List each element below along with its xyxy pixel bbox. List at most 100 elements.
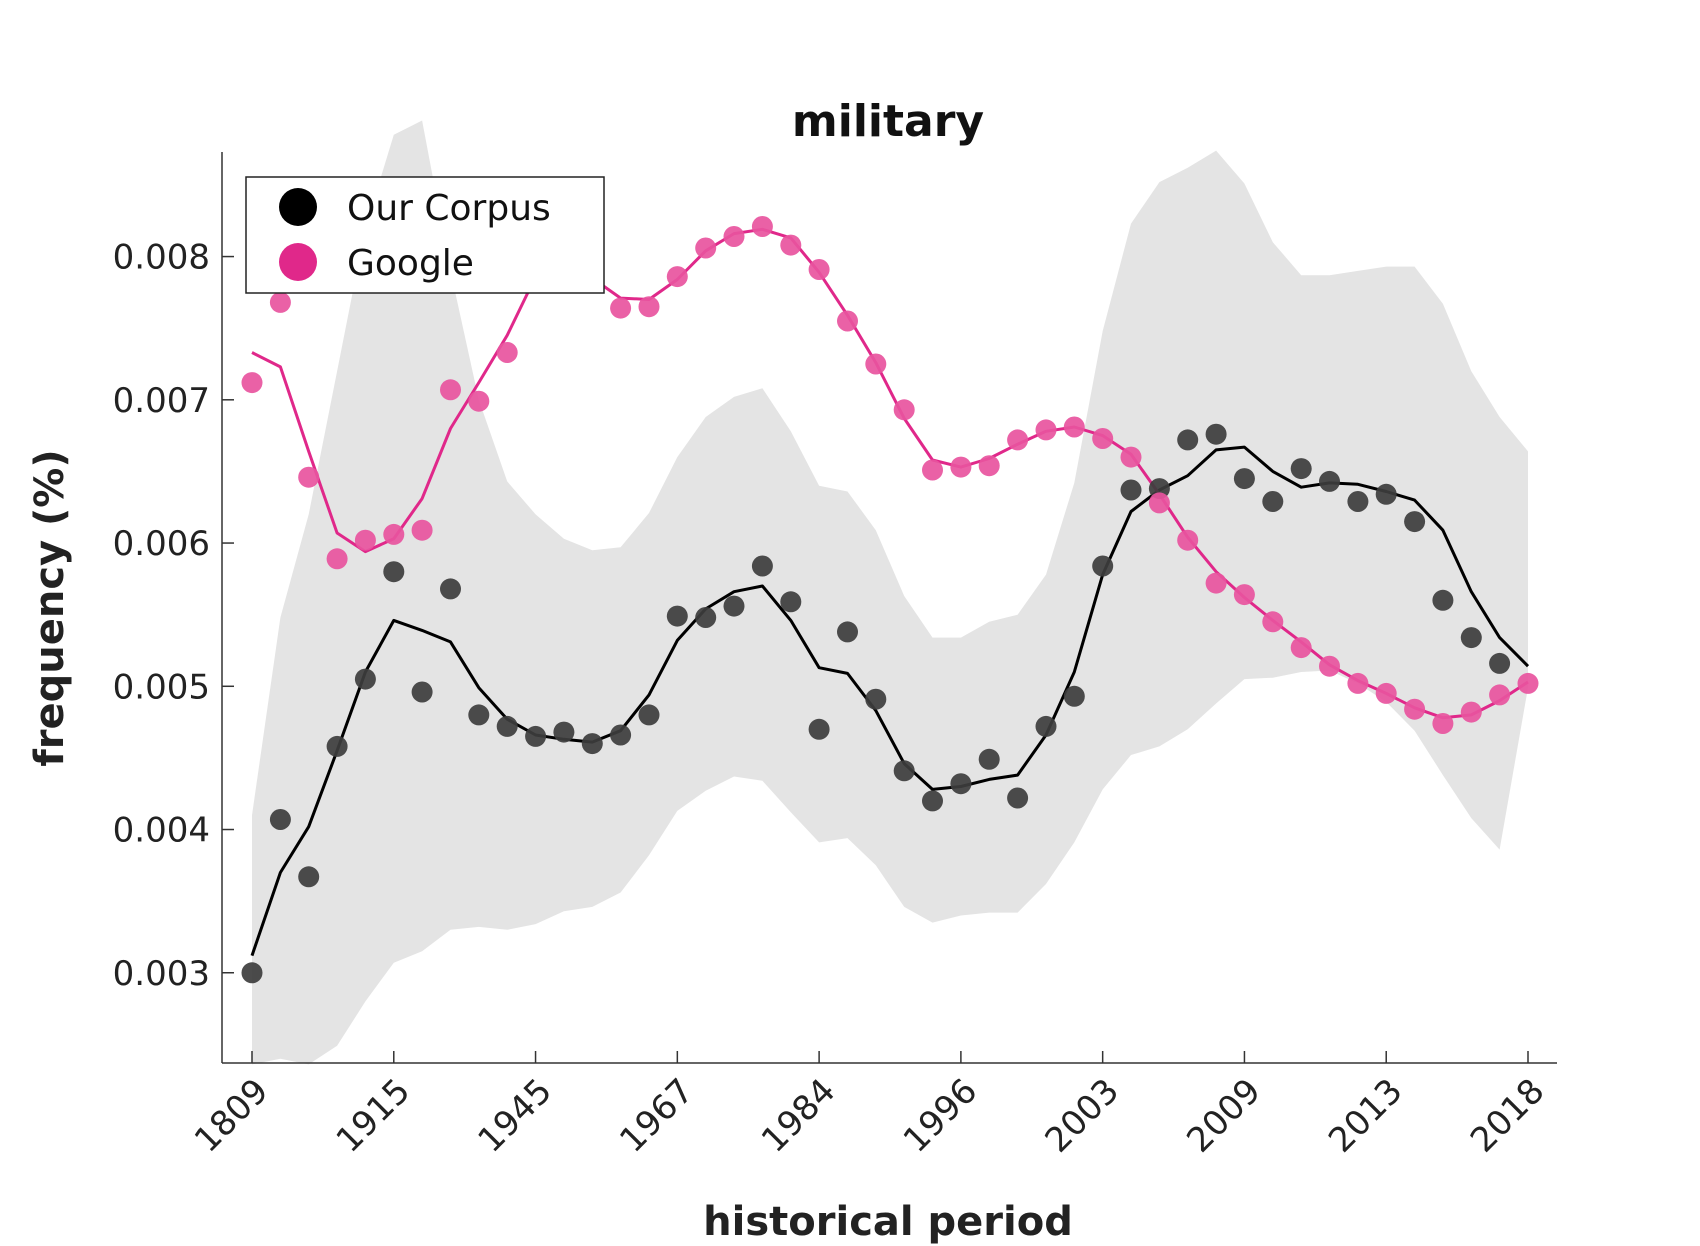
- y-tick-label: 0.006: [113, 524, 210, 564]
- data-point-our-corpus: [496, 715, 518, 737]
- chart-title: military: [792, 96, 984, 147]
- data-point-our-corpus: [383, 561, 405, 583]
- data-point-our-corpus: [837, 621, 858, 643]
- data-point-google: [1404, 698, 1426, 720]
- data-point-google: [269, 291, 291, 313]
- data-point-our-corpus: [354, 668, 376, 690]
- legend-label-google: Google: [347, 243, 474, 284]
- data-point-our-corpus: [780, 591, 802, 613]
- legend-label-our-corpus: Our Corpus: [347, 188, 551, 229]
- band-layer: [252, 120, 1528, 1065]
- y-tick-label: 0.004: [113, 811, 210, 851]
- x-tick-label: 2018: [1463, 1071, 1552, 1160]
- data-point-google: [1460, 701, 1482, 723]
- data-point-google: [1347, 672, 1369, 694]
- data-point-our-corpus: [950, 773, 972, 795]
- data-point-our-corpus: [440, 578, 461, 600]
- data-point-our-corpus: [666, 605, 688, 627]
- data-point-google: [383, 523, 405, 545]
- x-tick-label: 1967: [612, 1071, 701, 1160]
- legend-swatch-our-corpus: [279, 188, 317, 226]
- data-point-google: [1120, 446, 1142, 468]
- data-point-our-corpus: [581, 733, 603, 755]
- data-point-google: [1148, 492, 1170, 514]
- data-point-google: [468, 390, 490, 412]
- data-point-our-corpus: [298, 866, 320, 888]
- lines-layer: [250, 227, 1530, 957]
- x-tick-label: 2009: [1179, 1071, 1268, 1160]
- data-point-our-corpus: [1177, 429, 1199, 451]
- data-point-our-corpus: [1319, 470, 1340, 492]
- x-tick-label: 1915: [329, 1071, 418, 1160]
- x-tick-label: 1945: [470, 1071, 559, 1160]
- data-point-google: [326, 548, 348, 570]
- data-point-google: [1007, 429, 1029, 451]
- data-point-google: [1233, 584, 1255, 606]
- data-point-google: [865, 353, 887, 375]
- data-point-google: [1489, 684, 1511, 706]
- data-point-our-corpus: [638, 704, 660, 726]
- data-point-google: [666, 266, 688, 288]
- x-tick-label: 2013: [1321, 1071, 1410, 1160]
- data-point-our-corpus: [553, 721, 575, 743]
- data-point-google: [440, 379, 461, 401]
- data-point-google: [1035, 419, 1057, 441]
- data-point-our-corpus: [1432, 589, 1454, 611]
- data-point-our-corpus: [1205, 423, 1227, 445]
- data-point-google: [780, 234, 802, 256]
- data-point-google: [298, 466, 320, 488]
- data-point-our-corpus: [1063, 685, 1085, 707]
- data-point-our-corpus: [723, 595, 745, 617]
- data-point-google: [1517, 672, 1539, 694]
- data-point-our-corpus: [1262, 491, 1284, 512]
- data-point-google: [1063, 416, 1085, 438]
- uncertainty-band: [252, 120, 1528, 1065]
- data-point-our-corpus: [468, 704, 490, 726]
- y-tick-label: 0.008: [113, 238, 210, 278]
- data-point-google: [1290, 637, 1312, 659]
- points-layer: [241, 216, 1539, 984]
- data-point-google: [893, 399, 915, 421]
- series-line-google: [251, 227, 1529, 720]
- data-point-our-corpus: [1233, 468, 1255, 490]
- data-point-google: [638, 296, 660, 318]
- data-point-our-corpus: [1375, 483, 1397, 505]
- data-point-google: [1262, 611, 1284, 633]
- data-point-google: [695, 237, 717, 259]
- y-tick-label: 0.005: [113, 667, 210, 707]
- data-point-our-corpus: [610, 724, 632, 746]
- data-point-google: [241, 372, 263, 394]
- legend: Our Corpus Google: [245, 176, 605, 294]
- data-point-google: [950, 456, 972, 478]
- data-point-google: [837, 310, 858, 332]
- data-point-google: [1432, 713, 1454, 734]
- data-point-our-corpus: [751, 555, 773, 577]
- data-point-our-corpus: [269, 809, 291, 830]
- data-point-our-corpus: [525, 725, 547, 747]
- data-point-google: [808, 259, 830, 280]
- data-point-our-corpus: [326, 735, 348, 757]
- data-point-our-corpus: [808, 718, 830, 740]
- data-point-google: [354, 529, 376, 551]
- data-point-google: [610, 297, 632, 319]
- data-point-google: [978, 455, 1000, 477]
- data-point-google: [723, 226, 745, 247]
- data-point-our-corpus: [1290, 458, 1312, 480]
- data-point-our-corpus: [978, 748, 1000, 770]
- x-tick-label: 1809: [187, 1071, 276, 1160]
- data-point-google: [751, 216, 773, 237]
- x-tick-label: 1996: [896, 1071, 985, 1160]
- data-point-our-corpus: [865, 688, 887, 710]
- data-point-our-corpus: [1489, 652, 1511, 674]
- data-point-our-corpus: [1035, 715, 1057, 737]
- series-line-our-corpus: [250, 445, 1530, 957]
- data-point-google: [411, 519, 433, 541]
- data-point-our-corpus: [695, 607, 717, 628]
- data-point-our-corpus: [241, 962, 263, 984]
- data-point-our-corpus: [1120, 479, 1142, 501]
- data-point-google: [1375, 682, 1397, 704]
- x-axis-label: historical period: [703, 1199, 1073, 1245]
- x-tick-label: 1984: [754, 1071, 843, 1160]
